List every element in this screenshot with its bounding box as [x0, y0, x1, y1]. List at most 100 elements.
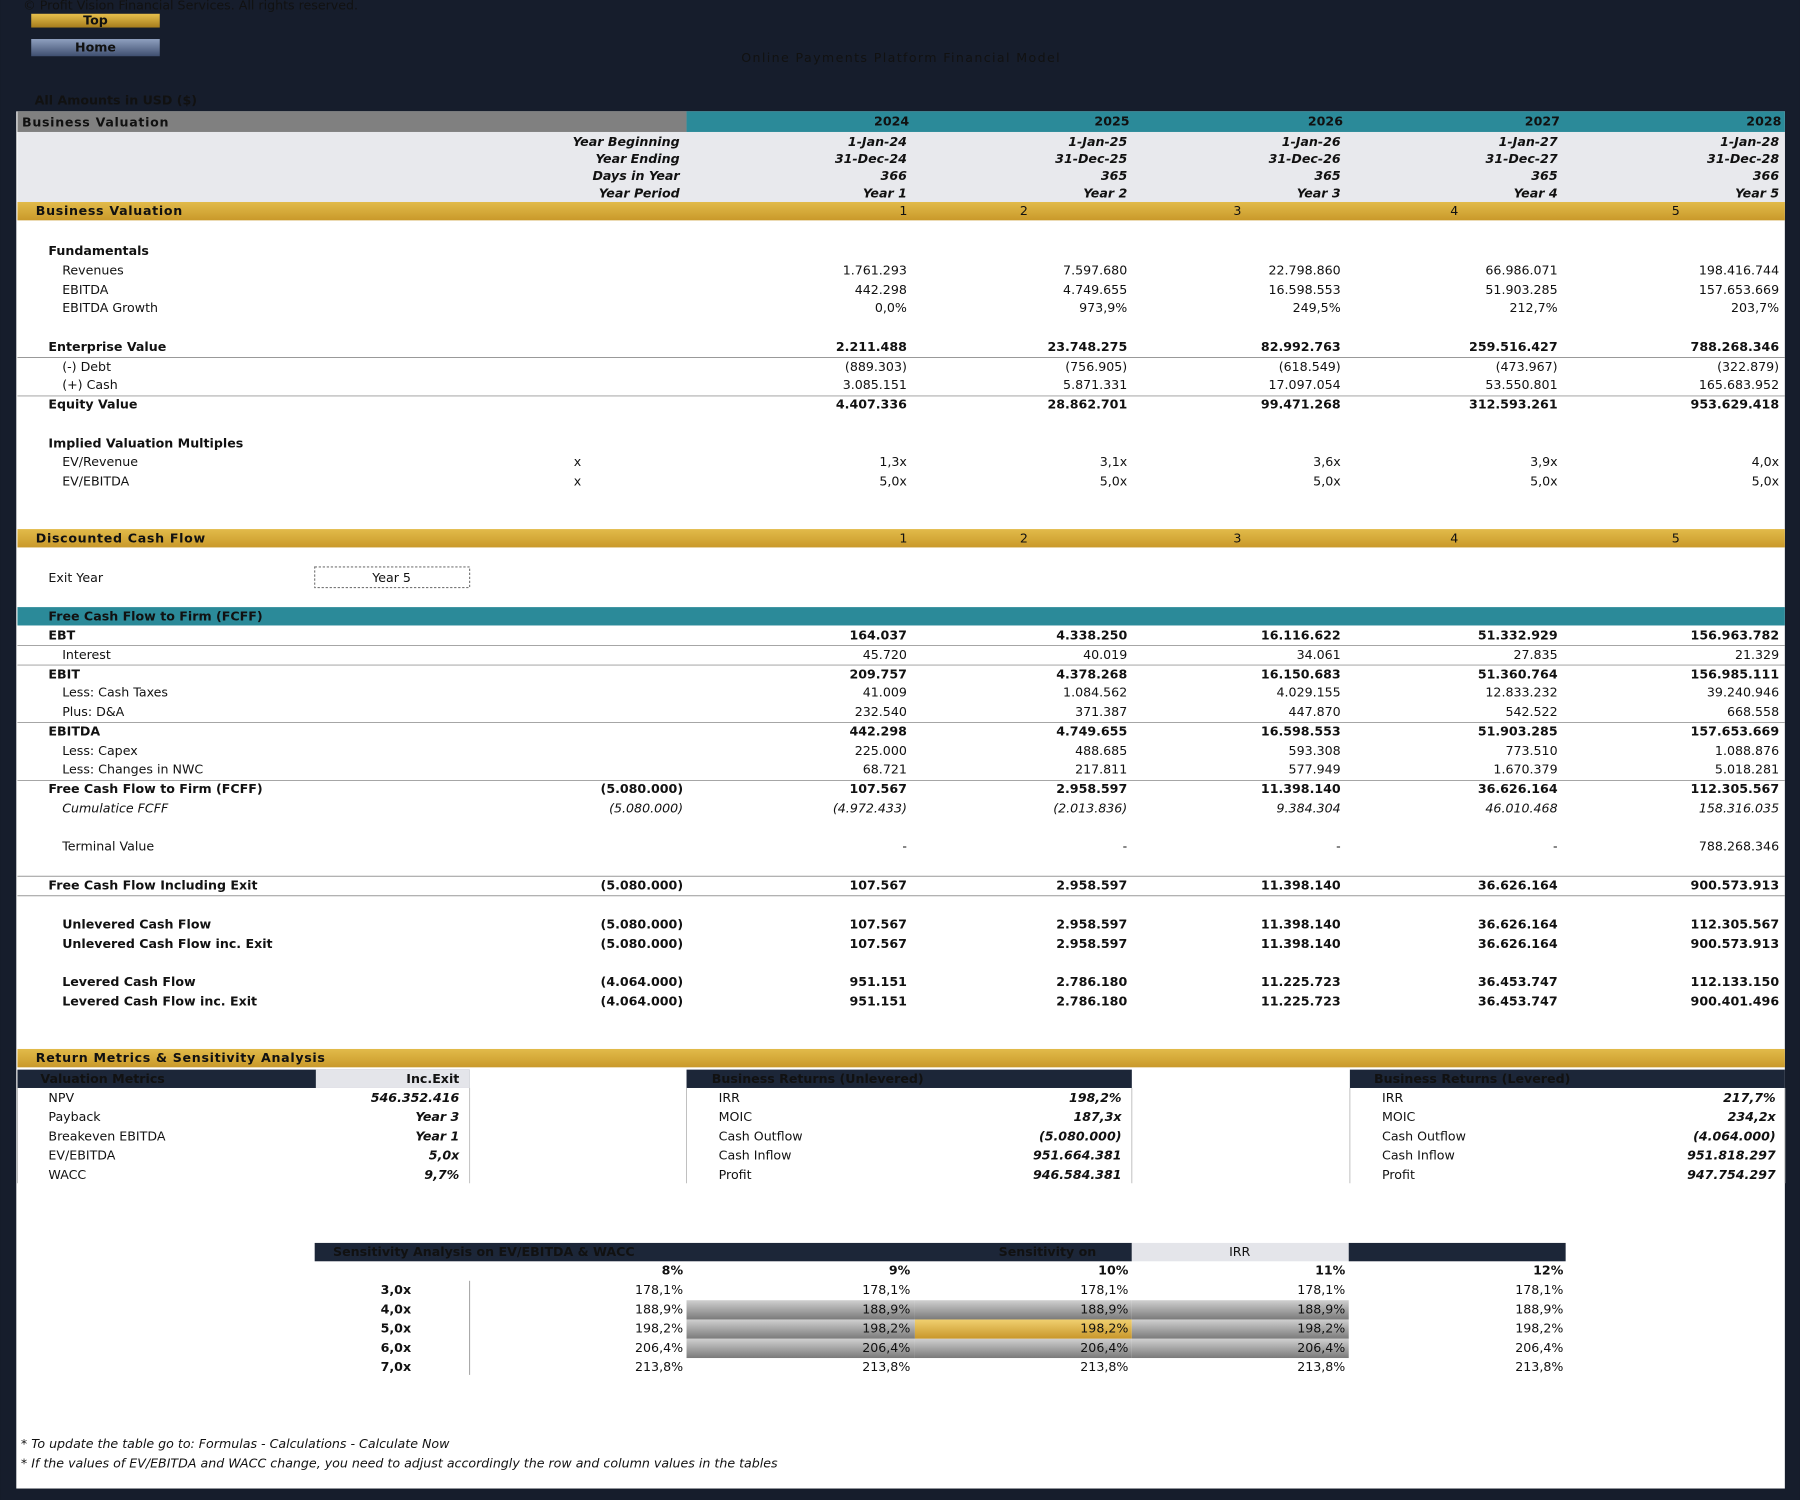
section-title: Discounted Cash Flow — [36, 530, 206, 545]
sensitivity-value: 213,8% — [1080, 1359, 1128, 1374]
row-value: 99.471.268 — [1261, 397, 1341, 412]
row-value: 951.151 — [849, 974, 906, 989]
row-value: 953.629.418 — [1691, 397, 1780, 412]
copyright: © Profit Vision Financial Services. All … — [23, 0, 358, 12]
home-button[interactable] — [31, 39, 160, 57]
row-value: 3,1x — [1100, 454, 1128, 469]
year: 2028 — [1746, 114, 1781, 129]
sensitivity-value: 198,2% — [635, 1321, 683, 1336]
top-button[interactable] — [31, 13, 160, 28]
row-pre: x — [574, 454, 582, 469]
sensitivity-header — [314, 1242, 1132, 1262]
row-value: (889.303) — [845, 359, 907, 374]
timeline-value: 1-Jan-24 — [848, 134, 907, 149]
metric-value: 946.584.381 — [1033, 1167, 1122, 1182]
row-value: 45.720 — [863, 647, 907, 662]
timeline-label: Days in Year — [592, 168, 680, 183]
row-label: Levered Cash Flow — [62, 974, 196, 989]
row-label: (-) Debt — [62, 359, 111, 374]
home-button-label[interactable]: Home — [75, 40, 116, 55]
row-value: 40.019 — [1083, 647, 1127, 662]
timeline-label: Year Period — [599, 185, 681, 200]
section-bar — [17, 1048, 1785, 1068]
row-value: (4.972.433) — [833, 801, 907, 816]
row-value: - — [1123, 838, 1128, 853]
period-marker: 5 — [1672, 203, 1680, 218]
sensitivity-value: 178,1% — [635, 1282, 683, 1297]
period-marker: 4 — [1450, 530, 1458, 545]
row-value: 1,3x — [879, 454, 907, 469]
row-value: 259.516.427 — [1469, 339, 1558, 354]
row-value: 107.567 — [849, 917, 906, 932]
row-value: (756.905) — [1065, 359, 1127, 374]
row-value: 212,7% — [1510, 300, 1558, 315]
row-value: 4,0x — [1752, 454, 1780, 469]
timeline-value: 365 — [1314, 168, 1341, 183]
metric-value: 546.352.416 — [371, 1090, 460, 1105]
top-button-label[interactable]: Top — [83, 13, 108, 28]
row-label: Implied Valuation Multiples — [48, 436, 243, 451]
timeline-value: 31-Dec-24 — [835, 151, 907, 166]
row-value: 4.407.336 — [836, 397, 907, 412]
row-value: 900.573.913 — [1691, 877, 1780, 892]
row-value: 34.061 — [1297, 647, 1341, 662]
row-value: 668.558 — [1727, 704, 1779, 719]
row-label: EV/Revenue — [62, 454, 138, 469]
row-value: 107.567 — [849, 877, 906, 892]
row-value: 371.387 — [1075, 704, 1127, 719]
row-label: Less: Cash Taxes — [62, 685, 168, 700]
row-value: 900.401.496 — [1691, 993, 1780, 1008]
sensitivity-value: 206,4% — [635, 1340, 683, 1355]
timeline-value: 1-Jan-26 — [1282, 134, 1341, 149]
sensitivity-row-label: 5,0x — [381, 1321, 411, 1336]
timeline-value: 31-Dec-27 — [1486, 151, 1558, 166]
row-value: (322.879) — [1717, 359, 1779, 374]
row-value: 11.225.723 — [1261, 974, 1341, 989]
row-value: 51.903.285 — [1478, 724, 1558, 739]
sensitivity-cell — [686, 1338, 915, 1359]
row-value: 442.298 — [855, 282, 907, 297]
timeline-value: 1-Jan-28 — [1720, 134, 1779, 149]
row-value: 36.626.164 — [1478, 936, 1558, 951]
row-value: 1.761.293 — [843, 262, 907, 277]
sensitivity-value: 206,4% — [862, 1340, 910, 1355]
sensitivity-value: 188,9% — [1297, 1301, 1345, 1316]
row-value: - — [1553, 838, 1558, 853]
metric-label: MOIC — [719, 1109, 753, 1124]
row-value: 447.870 — [1289, 704, 1341, 719]
sensitivity-column: 11% — [1315, 1263, 1346, 1278]
header-right — [686, 111, 1785, 132]
period-marker: 4 — [1450, 203, 1458, 218]
row-value: 51.903.285 — [1485, 282, 1557, 297]
row-value: 3,9x — [1530, 454, 1558, 469]
row-pre: (5.080.000) — [601, 781, 684, 796]
row-value: 16.598.553 — [1261, 724, 1341, 739]
row-value: 17.097.054 — [1269, 377, 1341, 392]
metric-label: Cash Outflow — [1382, 1128, 1466, 1143]
row-value: 2.958.597 — [1056, 877, 1127, 892]
row-label: EBT — [48, 627, 75, 642]
row-value: 5.871.331 — [1063, 377, 1127, 392]
row-pre: (5.080.000) — [601, 877, 684, 892]
row-label: EBITDA — [48, 724, 100, 739]
metric-label: Payback — [48, 1109, 101, 1124]
metric-label: Cash Inflow — [1382, 1148, 1455, 1163]
footnote: * To update the table go to: Formulas - … — [21, 1436, 450, 1451]
row-value: 41.009 — [863, 685, 907, 700]
metric-value: 234,2x — [1728, 1109, 1777, 1124]
row-value: 5,0x — [1530, 474, 1558, 489]
sensitivity-cell — [686, 1300, 915, 1320]
row-value: 0,0% — [875, 300, 907, 315]
row-value: 11.398.140 — [1261, 781, 1341, 796]
row-value: 107.567 — [849, 781, 906, 796]
row-label: Equity Value — [48, 397, 137, 412]
table-title: Valuation Metrics — [40, 1071, 164, 1086]
sensitivity-value: 188,9% — [862, 1301, 910, 1316]
row-value: 1.084.562 — [1063, 685, 1127, 700]
row-label: EBITDA — [62, 282, 109, 297]
timeline-value: 366 — [881, 168, 908, 183]
sensitivity-row-label: 3,0x — [381, 1282, 411, 1297]
row-value: 4.338.250 — [1056, 627, 1127, 642]
metric-label: Cash Outflow — [719, 1128, 803, 1143]
